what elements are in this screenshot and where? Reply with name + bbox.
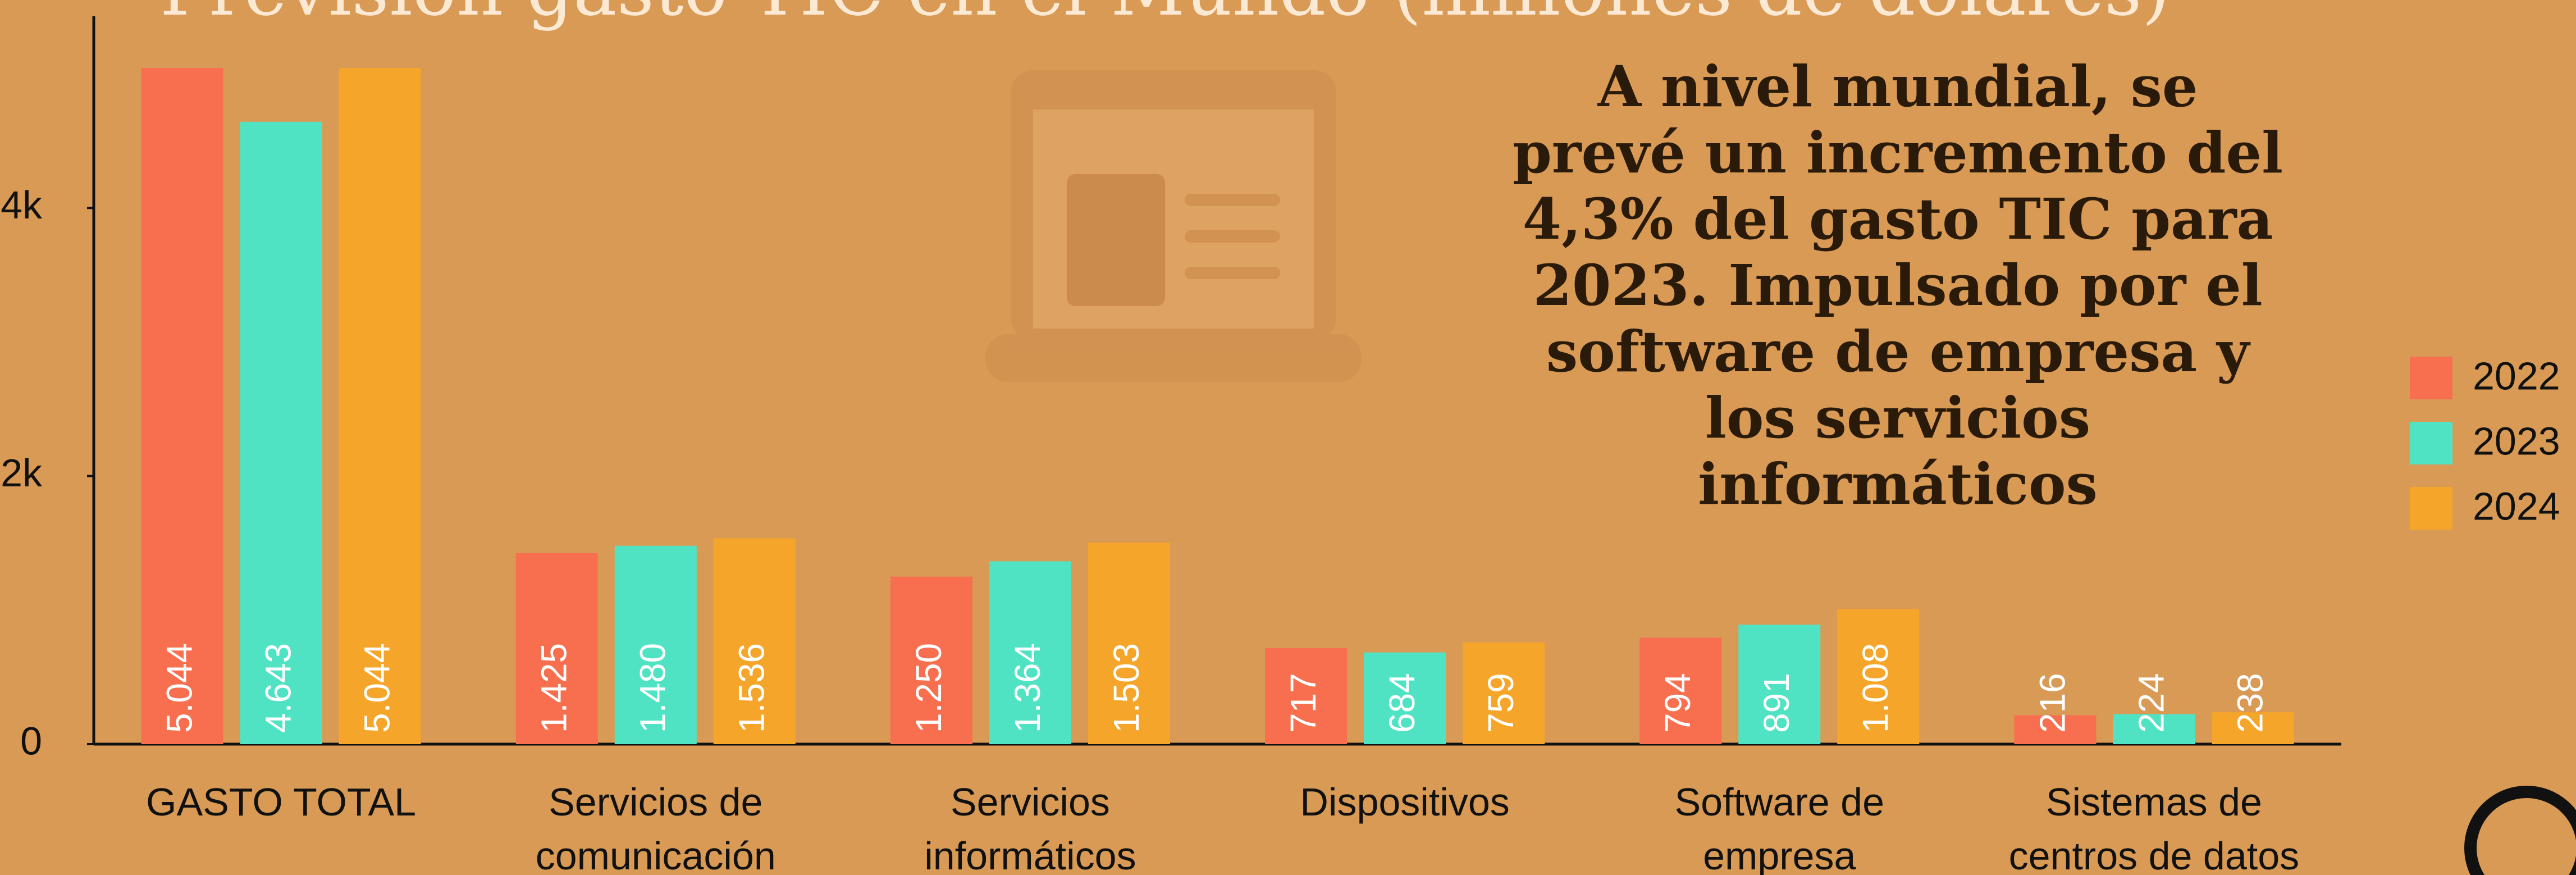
value-label: 1.480 xyxy=(633,643,673,733)
x-tick-label: GASTO TOTAL xyxy=(113,775,450,829)
value-label: 5.044 xyxy=(159,643,199,733)
y-tick-label: 2k xyxy=(1,451,43,495)
info-icon xyxy=(2470,792,2576,875)
x-tick-label: Dispositivos xyxy=(1236,775,1573,829)
legend-swatch xyxy=(2410,422,2452,464)
value-label: 1.425 xyxy=(534,643,574,733)
y-tick-label: 4k xyxy=(1,183,43,227)
value-label: 759 xyxy=(1481,673,1521,733)
x-tick-label: Software de empresa xyxy=(1611,775,1948,875)
value-label: 891 xyxy=(1756,673,1797,733)
annotation: A nivel mundial, se prevé un incremento … xyxy=(1510,53,2285,517)
value-label: 5.044 xyxy=(357,643,397,733)
value-label: 684 xyxy=(1382,673,1422,733)
x-tick-label: Servicios informáticos xyxy=(862,775,1199,875)
value-label: 1.503 xyxy=(1106,643,1147,733)
value-label: 794 xyxy=(1657,673,1698,733)
y-tick-label: 0 xyxy=(20,719,42,763)
value-label: 4.643 xyxy=(258,643,298,733)
value-label: 717 xyxy=(1283,673,1323,733)
value-label: 1.250 xyxy=(908,643,949,733)
value-label: 1.008 xyxy=(1855,643,1896,733)
x-tick-label: Servicios de comunicación xyxy=(487,775,824,875)
value-label: 1.364 xyxy=(1007,643,1048,733)
chart-title: Previsión gasto TIC en el Mundo (millone… xyxy=(0,0,2330,32)
value-label: 224 xyxy=(2131,673,2171,733)
value-label: 216 xyxy=(2032,673,2072,733)
x-tick-label: Sistemas de centros de datos xyxy=(1985,775,2322,875)
bar xyxy=(339,68,421,744)
legend-label: 2024 xyxy=(2473,484,2560,528)
legend-swatch xyxy=(2410,357,2452,399)
legend-label: 2022 xyxy=(2473,354,2560,398)
bar xyxy=(141,68,223,744)
value-label: 1.536 xyxy=(732,643,772,733)
legend-swatch xyxy=(2410,487,2452,530)
legend-label: 2023 xyxy=(2473,419,2560,463)
page: 0 2k 4k 5.044 4.643 5.044 1.425 1.480 1.536 1.250… xyxy=(0,0,2576,875)
value-label: 238 xyxy=(2230,673,2270,733)
laptop-icon xyxy=(985,70,1362,382)
